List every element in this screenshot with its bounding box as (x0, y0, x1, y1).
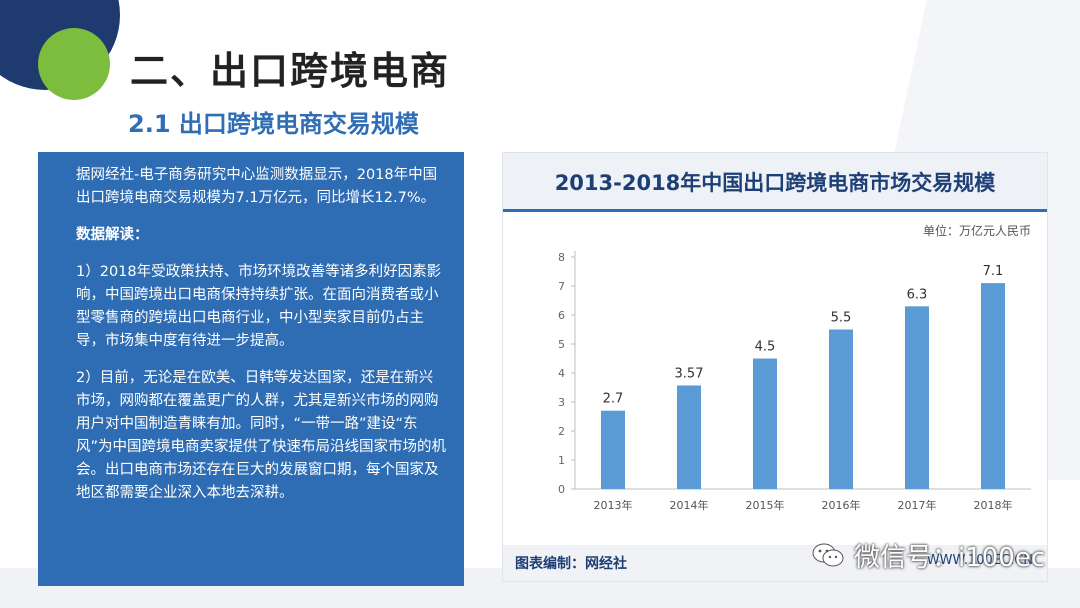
x-tick-label-5: 2018年 (974, 498, 1013, 512)
y-tick-label: 1 (558, 454, 565, 467)
chart-url: WWW.100EC.CN (926, 553, 1033, 568)
page-subtitle: 2.1 出口跨境电商交易规模 (128, 110, 419, 138)
bar-chart: 单位：万亿元人民币 0 1 2 3 4 5 6 7 8 2.7 2013年 3.57 2014年 4.5 20… (558, 223, 1031, 512)
y-tick-label: 2 (558, 425, 565, 438)
y-tick-label: 3 (558, 396, 565, 409)
chart-title-bar: 2013-2018年中国出口跨境电商市场交易规模 (503, 153, 1047, 212)
y-tick-label: 8 (558, 251, 565, 264)
y-tick-label: 0 (558, 483, 565, 496)
wechat-label: 微信号：i100ec (854, 542, 1046, 573)
y-tick-label: 6 (558, 309, 565, 322)
x-tick-label-0: 2013年 (594, 498, 633, 512)
chart-footer: 图表编制：网经社 WWW.100EC.CN (503, 545, 1047, 581)
chart-source-label: 图表编制：网经社 (515, 556, 627, 572)
x-tick-label-4: 2017年 (898, 498, 937, 512)
data-label-1: 3.57 (675, 366, 704, 381)
bar-0 (601, 410, 625, 489)
bar-5 (981, 283, 1005, 489)
bar-4 (905, 306, 929, 489)
page-title: 二、出口跨境电商 (130, 49, 451, 93)
wechat-badge: 微信号：i100ec (812, 538, 1046, 573)
bar-3 (829, 329, 853, 489)
chart-title: 2013-2018年中国出口跨境电商市场交易规模 (554, 171, 996, 195)
y-tick-label: 7 (558, 280, 565, 293)
bar-1 (677, 385, 701, 489)
green-circle-decoration (38, 28, 110, 100)
analysis-point-2: 2）目前，无论是在欧美、日韩等发达国家，还是在新兴市场，网购都在覆盖更广的人群，… (76, 370, 447, 501)
unit-label: 单位：万亿元人民币 (923, 223, 1031, 238)
wechat-icon (812, 543, 844, 567)
data-label-2: 4.5 (755, 340, 776, 355)
x-tick-label-3: 2016年 (822, 498, 861, 512)
data-label-0: 2.7 (603, 392, 624, 407)
bar-2 (753, 358, 777, 489)
y-tick-label: 4 (558, 367, 565, 380)
analysis-point-1: 1）2018年受政策扶持、市场环境改善等诸多利好因素影响，中国跨境出口电商保持持… (76, 264, 442, 349)
data-label-4: 6.3 (907, 287, 928, 302)
data-label-5: 7.1 (983, 264, 1004, 279)
x-tick-label-1: 2014年 (670, 498, 709, 512)
text-panel: 据网经社-电子商务研究中心监测数据显示，2018年中国出口跨境电商交易规模为7.… (38, 152, 464, 586)
x-tick-label-2: 2015年 (746, 498, 785, 512)
y-tick-label: 5 (558, 338, 565, 351)
intro-paragraph: 据网经社-电子商务研究中心监测数据显示，2018年中国出口跨境电商交易规模为7.… (76, 167, 438, 206)
analysis-heading: 数据解读： (76, 227, 149, 243)
data-label-3: 5.5 (831, 311, 852, 326)
chart-frame: 2013-2018年中国出口跨境电商市场交易规模 单位：万亿元人民币 0 1 2 3 4 5… (502, 152, 1048, 582)
